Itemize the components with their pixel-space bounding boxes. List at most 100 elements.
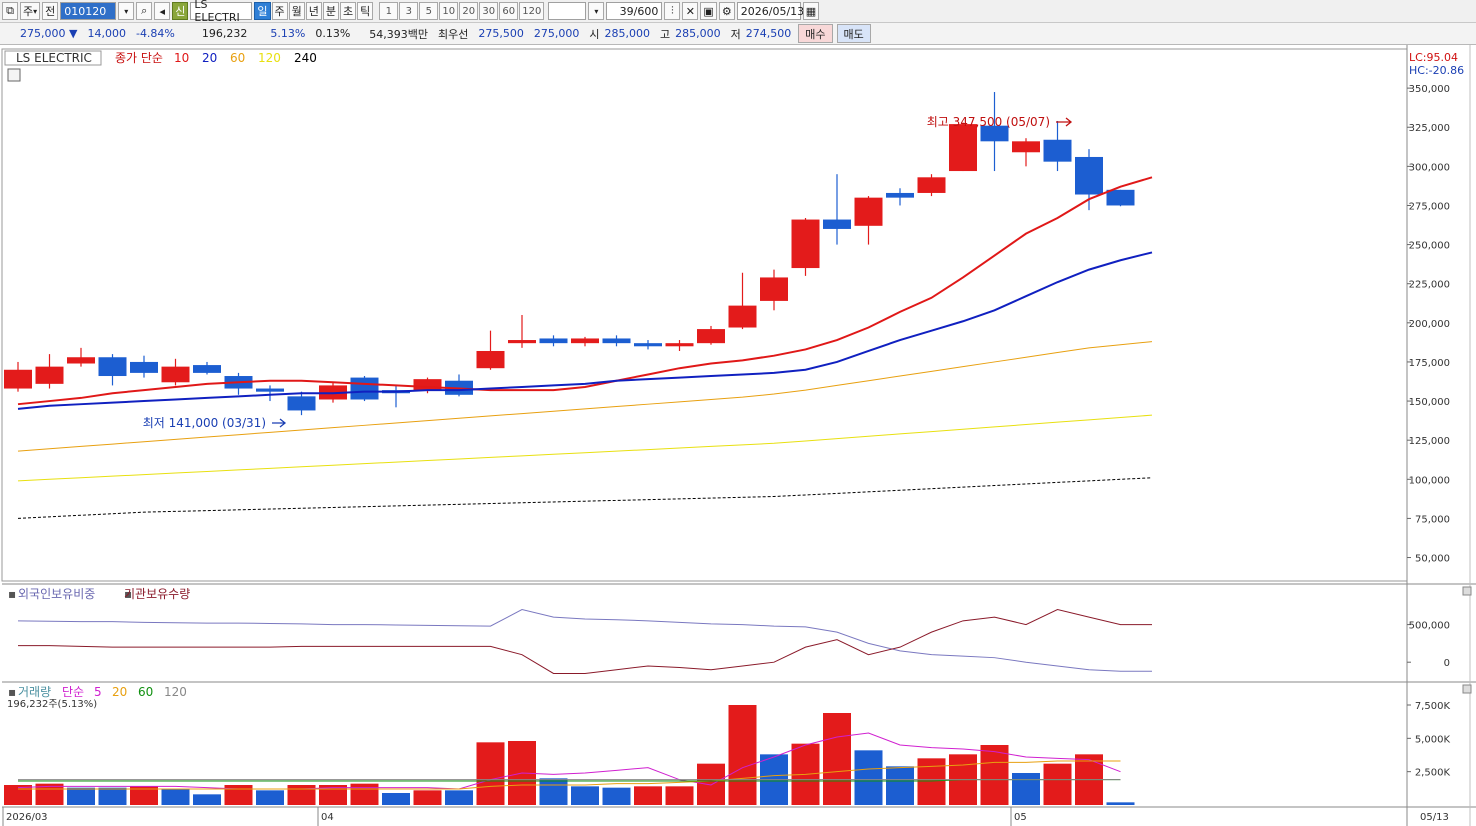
legend-stock-name: LS ELECTRIC [16, 51, 92, 65]
code-dropdown-button[interactable]: ▾ [118, 2, 135, 20]
candle-body [697, 329, 725, 344]
speaker-icon[interactable]: ◂ [154, 2, 171, 20]
volume-panel [4, 705, 1135, 805]
xtick-label: 04 [321, 812, 334, 823]
candle-body [760, 277, 788, 301]
tab-period-2[interactable]: 월 [288, 2, 305, 20]
price-ytick-label: 275,000 [1409, 201, 1450, 212]
legend-ma-60: 60 [230, 51, 245, 65]
tab-interval-7[interactable]: 120 [519, 2, 545, 20]
sub1-square-icon: ▪ [8, 587, 16, 601]
volume-ratio: 0.13% [315, 27, 351, 40]
candle-body [98, 357, 127, 377]
candle-body [1043, 139, 1072, 162]
xtick-label: 2026/03 [6, 812, 48, 823]
sell-button[interactable]: 매도 [836, 24, 871, 43]
price-ytick-label: 175,000 [1409, 358, 1450, 369]
ma-line-60 [17, 341, 1153, 452]
price-ytick-label: 300,000 [1409, 162, 1450, 173]
candle-body [193, 365, 221, 373]
tab-interval-3[interactable]: 10 [439, 2, 459, 20]
annotation-arrows [272, 117, 1073, 428]
chevron-down-icon: ▾ [33, 6, 38, 16]
price-ytick-label: 75,000 [1415, 514, 1450, 525]
code-input[interactable]: 010120 [60, 2, 117, 20]
tab-interval-4[interactable]: 20 [459, 2, 479, 20]
tab-interval-0[interactable]: 1 [379, 2, 399, 20]
volume-bar [1106, 802, 1135, 805]
tab-period-0[interactable]: 일 [254, 2, 271, 20]
table-icon[interactable] [7, 68, 21, 82]
tab-interval-5[interactable]: 30 [479, 2, 499, 20]
window-icon[interactable]: ⧉ [2, 2, 18, 20]
volume-info: 196,232주(5.13%) [7, 699, 97, 710]
volume-bar [886, 766, 914, 805]
candles [4, 92, 1135, 416]
chart-background [0, 45, 1476, 826]
tab-period-3[interactable]: 년 [305, 2, 322, 20]
gear-icon[interactable]: ⚙ [718, 2, 735, 20]
volume-bar [130, 786, 158, 805]
price-change: 14,000 [87, 27, 126, 40]
price-ma-short [17, 176, 1153, 410]
buy-button[interactable]: 매수 [798, 24, 833, 43]
stock-name-field[interactable]: LS ELECTRI [190, 0, 253, 24]
low-price: 274,500 [745, 27, 792, 40]
shin-button[interactable]: 신 [172, 2, 189, 20]
price-value: 275,000 [20, 27, 66, 40]
interval-input[interactable] [548, 2, 587, 20]
sub1-square-icon: ▪ [124, 587, 132, 601]
sub2-square-icon: ▪ [8, 685, 16, 699]
legend-ma-120: 120 [258, 51, 281, 65]
panel-collapse-button[interactable] [1462, 586, 1472, 596]
candle-body [949, 124, 977, 172]
market-select[interactable]: 주 ▾ [20, 2, 41, 20]
crosshair-icon[interactable]: ✕ [682, 2, 699, 20]
tab-interval-2[interactable]: 5 [419, 2, 439, 20]
volume-bar [161, 789, 190, 805]
price-ytick-label: 50,000 [1415, 554, 1450, 565]
count-field[interactable]: 39/600 [606, 2, 663, 20]
ma-line-10 [17, 176, 1153, 406]
view-button[interactable]: 전 [42, 2, 59, 20]
tab-interval-1[interactable]: 3 [399, 2, 419, 20]
candle-body [886, 192, 914, 198]
chart-area[interactable]: 50,000 75,000 100,000 125,000 150,000 175,000… [0, 45, 1476, 826]
tab-period-5[interactable]: 초 [340, 2, 357, 20]
candle-body [413, 379, 442, 391]
candle-tool-icon[interactable]: ⫶ [664, 2, 681, 20]
candle-body [791, 219, 820, 269]
arrow-right-icon [1056, 117, 1073, 127]
price-ytick-label: 200,000 [1409, 319, 1450, 330]
price-ytick-label: 250,000 [1409, 241, 1450, 252]
ma-line-240 [17, 477, 1153, 519]
candle-body [476, 350, 505, 369]
candle-body [1012, 141, 1040, 153]
volume-bar [476, 742, 505, 805]
interval-dropdown[interactable]: ▾ [588, 2, 605, 20]
legend-ma-periods: 10 20 60 120 240 [174, 51, 317, 65]
date-field[interactable]: 2026/05/13 [736, 2, 804, 20]
volume-bar [1043, 763, 1072, 805]
volume-bar [697, 763, 725, 805]
tab-interval-6[interactable]: 60 [499, 2, 519, 20]
price-ytick-label: 350,000 [1409, 84, 1450, 95]
tab-period-1[interactable]: 주 [271, 2, 288, 20]
xtick-label: 05 [1014, 812, 1027, 823]
volume-bar [634, 786, 662, 805]
high-label: 고 [660, 27, 671, 41]
low-label: 저 [730, 27, 741, 41]
candle-body [256, 388, 284, 392]
candle-body [571, 338, 599, 344]
legend-ma-240: 240 [294, 51, 317, 65]
candle-body [823, 219, 851, 229]
save-icon[interactable]: ▣ [700, 2, 717, 20]
high-annotation: 최고 347,500 (05/07) [927, 115, 1050, 129]
price-ytick-label: 100,000 [1409, 475, 1450, 486]
search-icon[interactable]: ⌕ [136, 2, 153, 20]
tab-period-4[interactable]: 분 [322, 2, 340, 20]
tab-period-6[interactable]: 틱 [357, 2, 374, 20]
calendar-icon[interactable]: ▦ [802, 2, 820, 20]
volume-ytick-label: 7,500K [1415, 701, 1451, 712]
panel-collapse-button[interactable] [1462, 684, 1472, 694]
